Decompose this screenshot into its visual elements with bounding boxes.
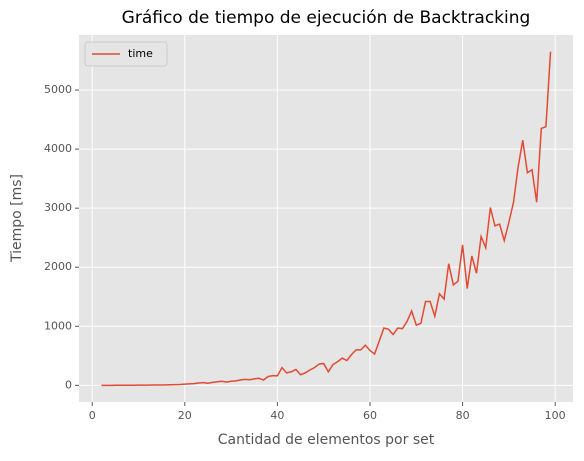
legend-box xyxy=(84,41,168,67)
data-line xyxy=(101,51,552,387)
chart-title: Gráfico de tiempo de ejecución de Backtr… xyxy=(122,8,531,28)
y-axis-label: Tiempo [ms] xyxy=(9,174,25,263)
x-axis-label: Cantidad de elementos por set xyxy=(218,432,435,448)
y-tick-label: 3000 xyxy=(44,201,72,214)
y-tick-label: 1000 xyxy=(44,319,72,332)
legend-label: time xyxy=(128,47,153,60)
x-tick-label: 20 xyxy=(178,409,192,422)
x-tick-label: 80 xyxy=(456,409,470,422)
x-tick-label: 60 xyxy=(363,409,377,422)
x-tick-label: 0 xyxy=(89,409,96,422)
x-tick-label: 100 xyxy=(545,409,566,422)
y-tick-label: 5000 xyxy=(44,83,72,96)
y-tick-label: 2000 xyxy=(44,260,72,273)
y-tick-label: 0 xyxy=(65,378,72,391)
y-tick-label: 4000 xyxy=(44,142,72,155)
x-tick-label: 40 xyxy=(270,409,284,422)
plot-area xyxy=(79,35,573,402)
